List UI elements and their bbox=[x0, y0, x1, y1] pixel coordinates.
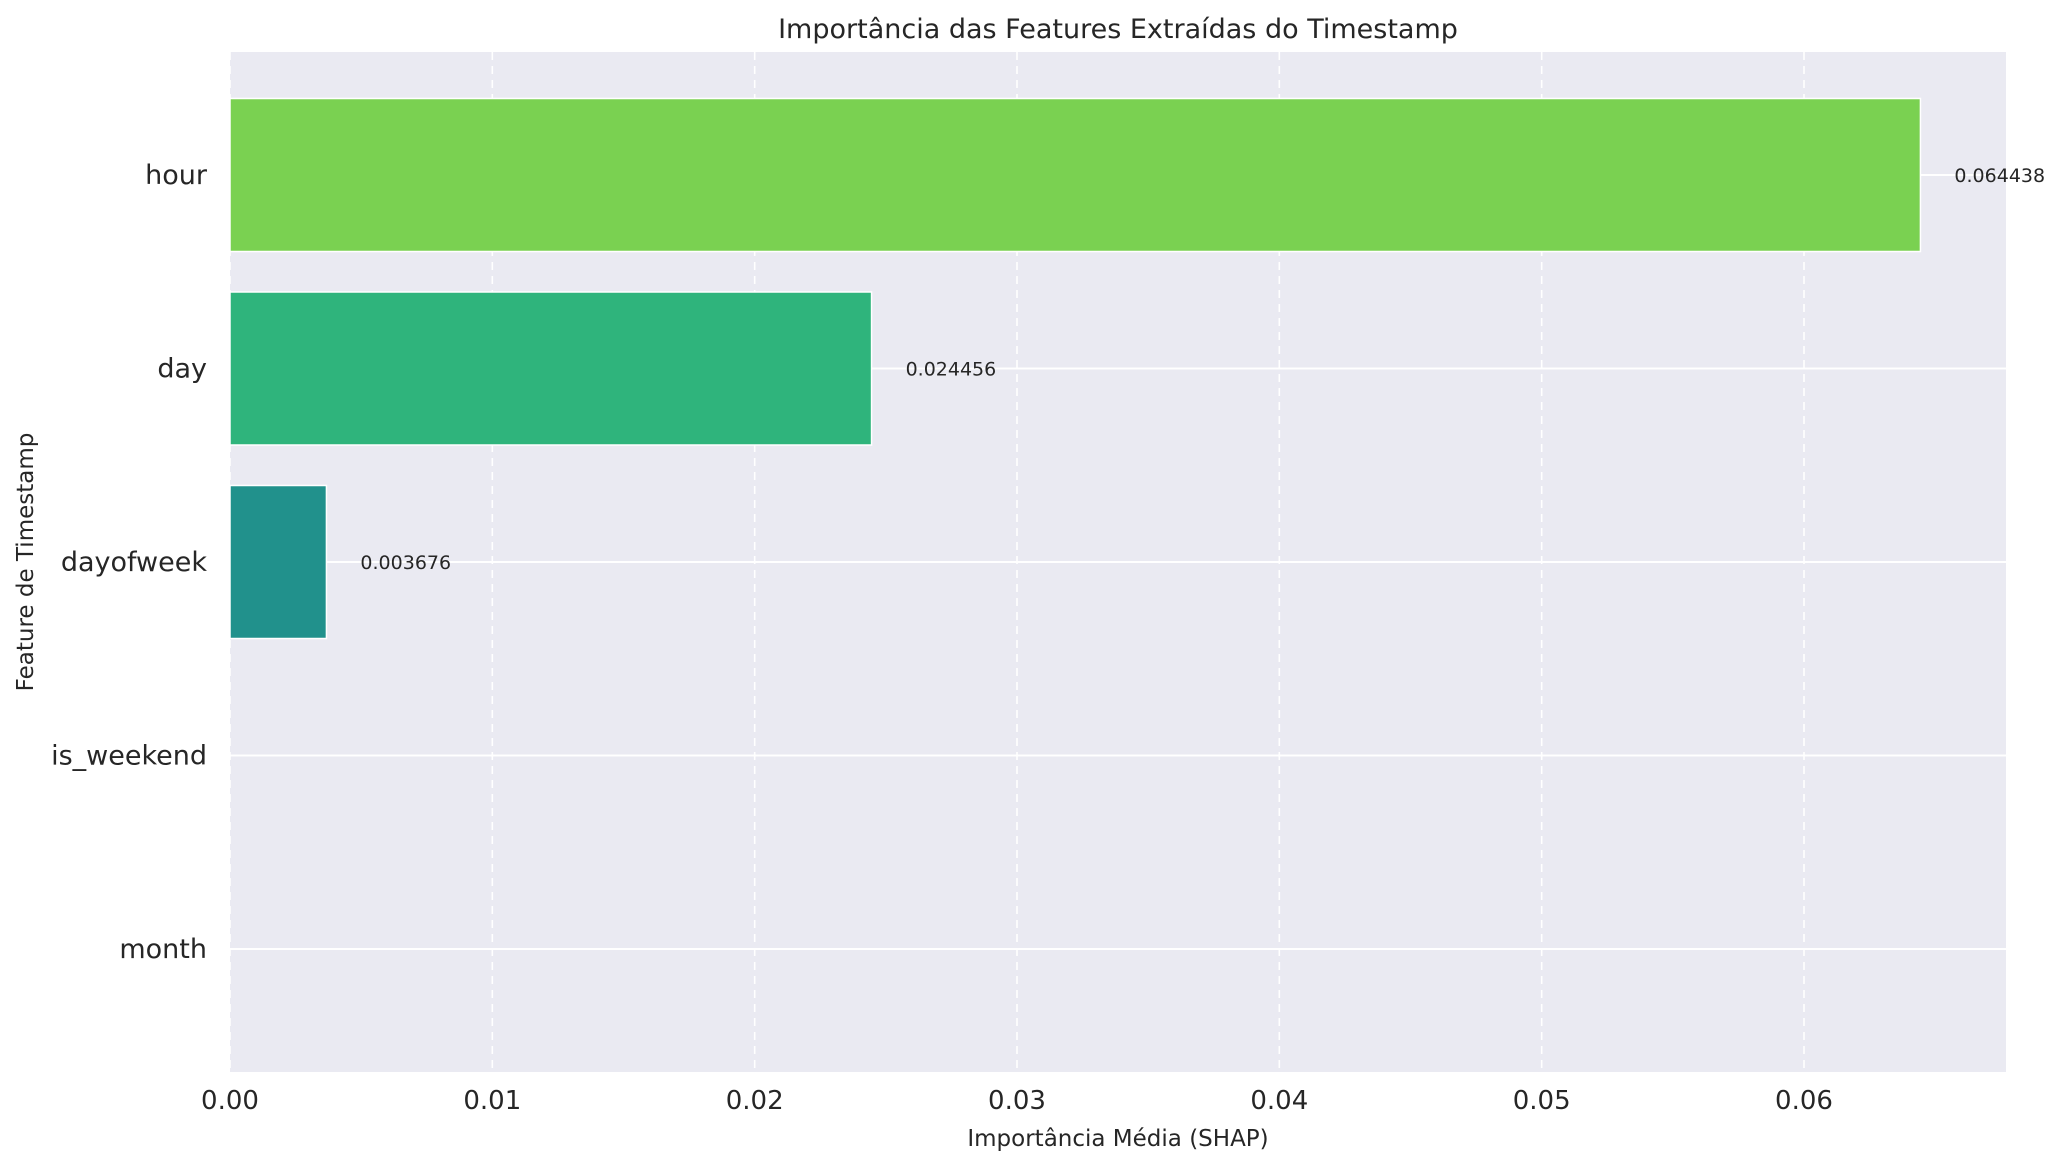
x-tick-label: 0.01 bbox=[463, 1086, 521, 1116]
y-tick-label: hour bbox=[145, 160, 208, 191]
bar-hour bbox=[229, 97, 1922, 253]
data-labels: 0.064438 0.024456 0.003676 bbox=[360, 165, 2045, 574]
chart-title: Importância das Features Extraídas do Ti… bbox=[778, 14, 1458, 45]
y-tick-label: day bbox=[157, 354, 207, 385]
data-label-day: 0.024456 bbox=[906, 359, 997, 381]
x-tick-label: 0.02 bbox=[726, 1086, 784, 1116]
data-label-dayofweek: 0.003676 bbox=[360, 552, 451, 574]
bar-dayofweek bbox=[229, 484, 328, 640]
y-tick-label: is_weekend bbox=[51, 741, 207, 772]
y-tick-label: month bbox=[119, 934, 207, 965]
x-tick-label: 0.06 bbox=[1775, 1086, 1833, 1116]
x-tick-label: 0.00 bbox=[201, 1086, 259, 1116]
x-tick-label: 0.03 bbox=[988, 1086, 1046, 1116]
data-label-hour: 0.064438 bbox=[1954, 165, 2045, 187]
x-tick-labels: 0.00 0.01 0.02 0.03 0.04 0.05 0.06 bbox=[201, 1086, 1833, 1116]
y-axis-label: Feature de Timestamp bbox=[13, 433, 39, 692]
bars bbox=[229, 97, 1922, 640]
x-axis-label: Importância Média (SHAP) bbox=[967, 1126, 1268, 1152]
y-tick-label: dayofweek bbox=[61, 547, 208, 578]
x-tick-label: 0.04 bbox=[1250, 1086, 1308, 1116]
x-tick-label: 0.05 bbox=[1513, 1086, 1571, 1116]
bar-day bbox=[229, 291, 873, 446]
